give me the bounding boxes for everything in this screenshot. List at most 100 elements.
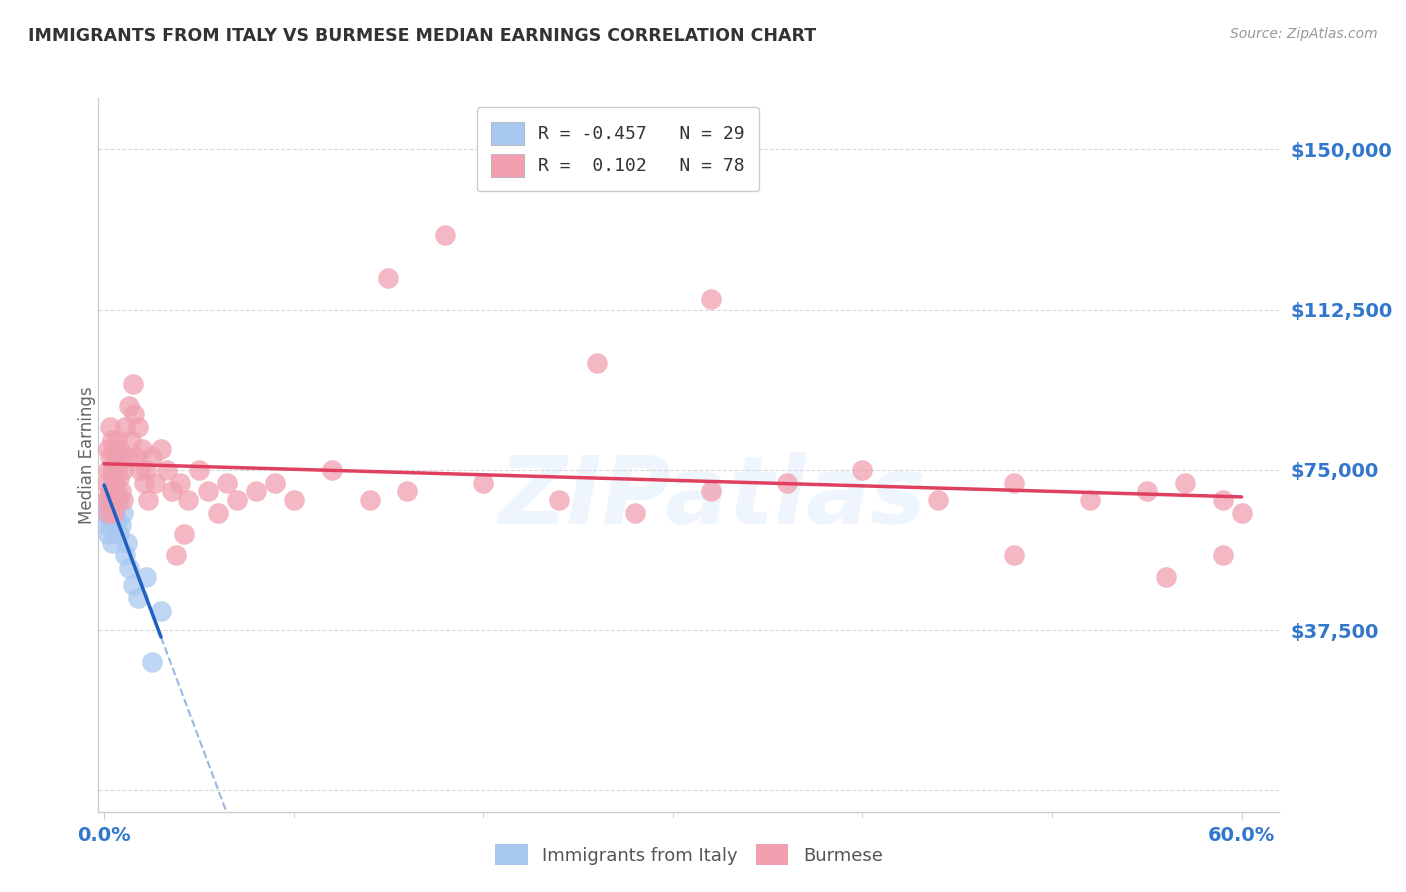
Point bbox=[700, 484, 723, 499]
Point bbox=[927, 492, 949, 507]
Point bbox=[586, 356, 609, 370]
Point bbox=[207, 506, 229, 520]
Point bbox=[1212, 492, 1234, 507]
Point bbox=[1230, 506, 1253, 520]
Point bbox=[149, 442, 172, 456]
Point bbox=[94, 518, 117, 533]
Point bbox=[94, 492, 117, 507]
Point bbox=[108, 471, 131, 485]
Point bbox=[105, 484, 128, 499]
Point bbox=[98, 484, 121, 499]
Point bbox=[1136, 484, 1159, 499]
Point bbox=[112, 492, 135, 507]
Point bbox=[125, 450, 148, 464]
Point bbox=[162, 484, 184, 499]
Point bbox=[131, 442, 153, 456]
Text: ZIPatlas: ZIPatlas bbox=[499, 451, 927, 544]
Point bbox=[108, 442, 131, 456]
Point bbox=[110, 450, 132, 464]
Y-axis label: Median Earnings: Median Earnings bbox=[79, 386, 96, 524]
Text: Source: ZipAtlas.com: Source: ZipAtlas.com bbox=[1230, 27, 1378, 41]
Point bbox=[129, 463, 152, 477]
Point bbox=[143, 475, 166, 490]
Point bbox=[100, 433, 122, 447]
Point bbox=[173, 527, 195, 541]
Point bbox=[115, 535, 138, 549]
Point bbox=[169, 475, 191, 490]
Point bbox=[127, 591, 149, 605]
Point bbox=[105, 463, 128, 477]
Point bbox=[127, 420, 149, 434]
Point bbox=[100, 463, 122, 477]
Point bbox=[98, 484, 121, 499]
Point bbox=[176, 492, 198, 507]
Point bbox=[359, 492, 381, 507]
Point bbox=[775, 475, 797, 490]
Point bbox=[114, 549, 136, 563]
Point bbox=[263, 475, 285, 490]
Point bbox=[97, 463, 120, 477]
Point bbox=[1002, 475, 1025, 490]
Point bbox=[197, 484, 219, 499]
Point bbox=[136, 492, 159, 507]
Point bbox=[103, 463, 125, 477]
Point bbox=[104, 506, 127, 520]
Point bbox=[141, 450, 163, 464]
Point bbox=[104, 450, 127, 464]
Point bbox=[165, 549, 187, 563]
Point bbox=[700, 292, 723, 306]
Point bbox=[104, 450, 127, 464]
Point bbox=[1002, 549, 1025, 563]
Point bbox=[103, 506, 125, 520]
Point bbox=[121, 578, 143, 592]
Point bbox=[141, 655, 163, 669]
Text: IMMIGRANTS FROM ITALY VS BURMESE MEDIAN EARNINGS CORRELATION CHART: IMMIGRANTS FROM ITALY VS BURMESE MEDIAN … bbox=[28, 27, 817, 45]
Point bbox=[124, 407, 146, 421]
Point bbox=[245, 484, 267, 499]
Point bbox=[100, 475, 122, 490]
Point bbox=[97, 527, 120, 541]
Point bbox=[115, 450, 138, 464]
Point bbox=[1174, 475, 1197, 490]
Point bbox=[97, 492, 120, 507]
Point bbox=[120, 433, 142, 447]
Point bbox=[105, 433, 128, 447]
Point bbox=[98, 420, 121, 434]
Point bbox=[98, 450, 121, 464]
Point bbox=[1154, 570, 1177, 584]
Point bbox=[100, 506, 122, 520]
Point bbox=[851, 463, 873, 477]
Point bbox=[1212, 549, 1234, 563]
Point bbox=[156, 463, 179, 477]
Point bbox=[103, 442, 125, 456]
Point bbox=[104, 484, 127, 499]
Point bbox=[114, 420, 136, 434]
Point bbox=[97, 506, 120, 520]
Point bbox=[97, 442, 120, 456]
Point bbox=[135, 570, 157, 584]
Point bbox=[112, 463, 135, 477]
Point bbox=[112, 506, 135, 520]
Point bbox=[103, 492, 125, 507]
Point bbox=[104, 475, 127, 490]
Legend: Immigrants from Italy, Burmese: Immigrants from Italy, Burmese bbox=[486, 835, 891, 874]
Point bbox=[110, 518, 132, 533]
Point bbox=[105, 514, 128, 528]
Point bbox=[472, 475, 495, 490]
Point bbox=[121, 377, 143, 392]
Point bbox=[105, 492, 128, 507]
Point bbox=[1078, 492, 1101, 507]
Point bbox=[396, 484, 419, 499]
Point bbox=[624, 506, 647, 520]
Point bbox=[110, 484, 132, 499]
Point bbox=[548, 492, 571, 507]
Point bbox=[434, 227, 457, 242]
Point bbox=[108, 492, 131, 507]
Point bbox=[132, 475, 155, 490]
Point bbox=[225, 492, 247, 507]
Point bbox=[377, 270, 399, 285]
Point bbox=[100, 492, 122, 507]
Point bbox=[108, 527, 131, 541]
Point bbox=[98, 497, 121, 511]
Point bbox=[187, 463, 209, 477]
